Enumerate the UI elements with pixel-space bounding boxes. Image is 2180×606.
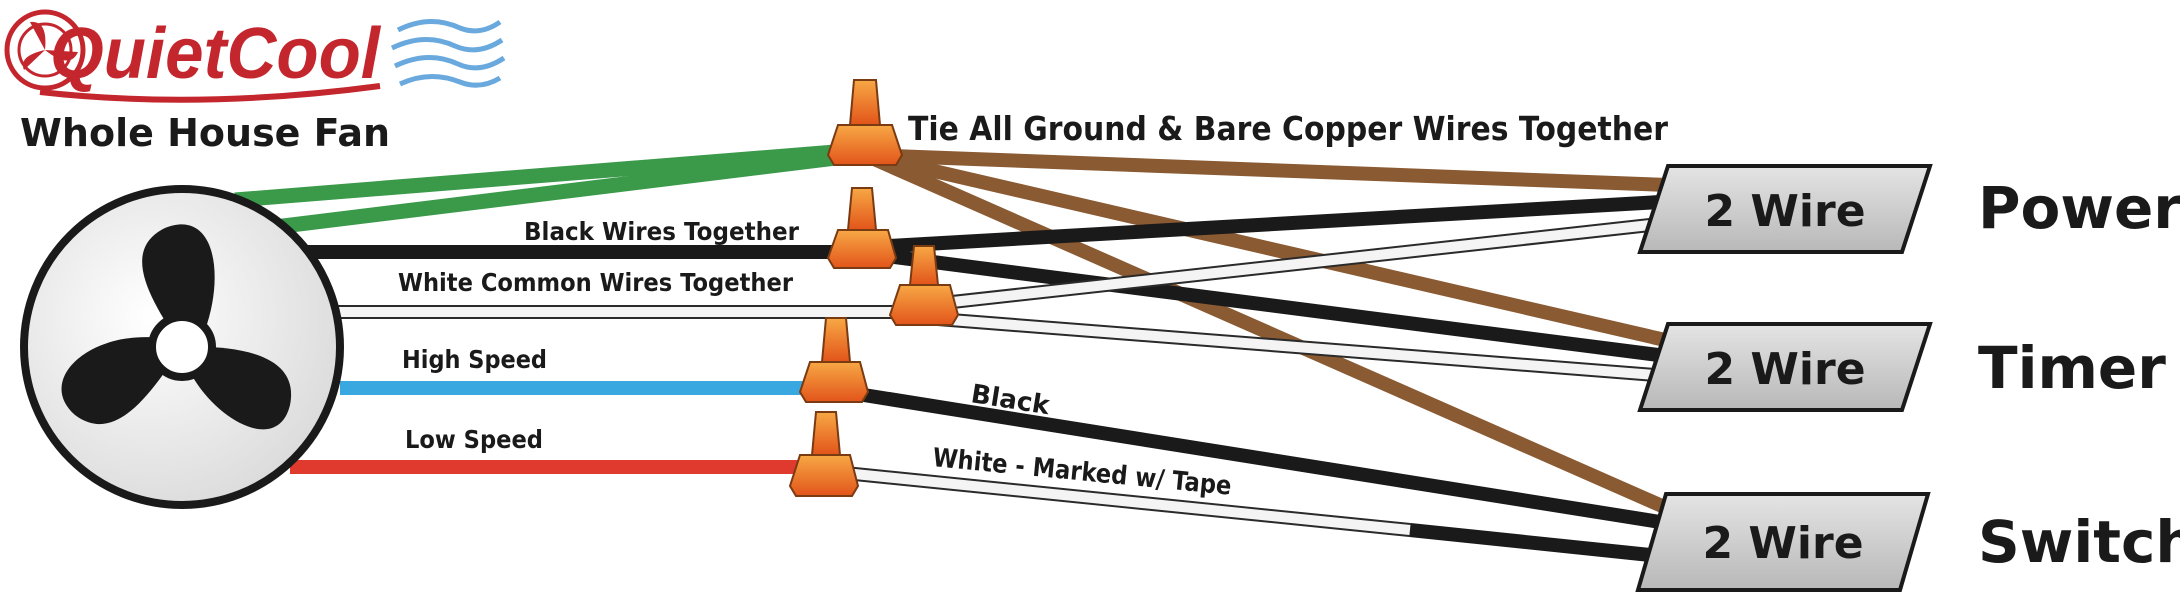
copper-wire-power	[864, 148, 1669, 192]
black-together-label: Black Wires Together	[524, 217, 800, 246]
white-marked-wire-fill	[834, 467, 1411, 535]
power-label: Power	[1978, 174, 2180, 242]
logo-subtitle: Whole House Fan	[20, 111, 390, 155]
white-wire-timer-fill	[924, 313, 1656, 380]
black-wire-power	[854, 195, 1661, 255]
wires	[234, 142, 1669, 563]
white-wire-nut	[888, 245, 960, 326]
ground-wire-nut	[826, 79, 904, 166]
black-wire-timer	[854, 245, 1659, 362]
logo-text: QuietCool	[50, 14, 382, 94]
timer-cable-label: 2 Wire	[1704, 344, 1865, 395]
ground-wire-2	[249, 147, 861, 238]
power-cable-label: 2 Wire	[1704, 186, 1865, 237]
copper-wire-switch	[862, 148, 1665, 513]
airflow-icon	[390, 18, 506, 88]
switch-label: Switch	[1978, 508, 2180, 576]
ground-wire-1	[234, 142, 861, 208]
low-speed-label: Low Speed	[405, 425, 543, 454]
tape-marked-segment	[1409, 523, 1661, 563]
black-wire-switch	[843, 385, 1662, 529]
quietcool-logo: QuietCool Whole House Fan	[4, 9, 506, 155]
white-common-label: White Common Wires Together	[398, 268, 794, 297]
terminal-power: 2 Wire Power	[1637, 164, 2180, 254]
switch-cable-label: 2 Wire	[1702, 518, 1863, 569]
low-speed-wire-nut	[788, 411, 860, 497]
white-wire-power-fill	[924, 220, 1651, 310]
terminal-switch: 2 Wire Switch	[1635, 492, 2180, 592]
terminal-timer: 2 Wire Timer	[1637, 322, 2166, 412]
ground-label: Tie All Ground & Bare Copper Wires Toget…	[908, 109, 1669, 148]
timer-label: Timer	[1978, 334, 2166, 402]
fan-icon	[20, 185, 344, 509]
wire-nuts	[788, 79, 960, 497]
fan-logo-icon	[4, 9, 86, 91]
high-speed-wire-nut	[798, 317, 870, 403]
copper-wire-timer	[863, 148, 1667, 347]
logo-swoosh	[39, 83, 381, 103]
high-speed-label: High Speed	[402, 345, 547, 374]
black-wire-nut	[826, 187, 898, 269]
